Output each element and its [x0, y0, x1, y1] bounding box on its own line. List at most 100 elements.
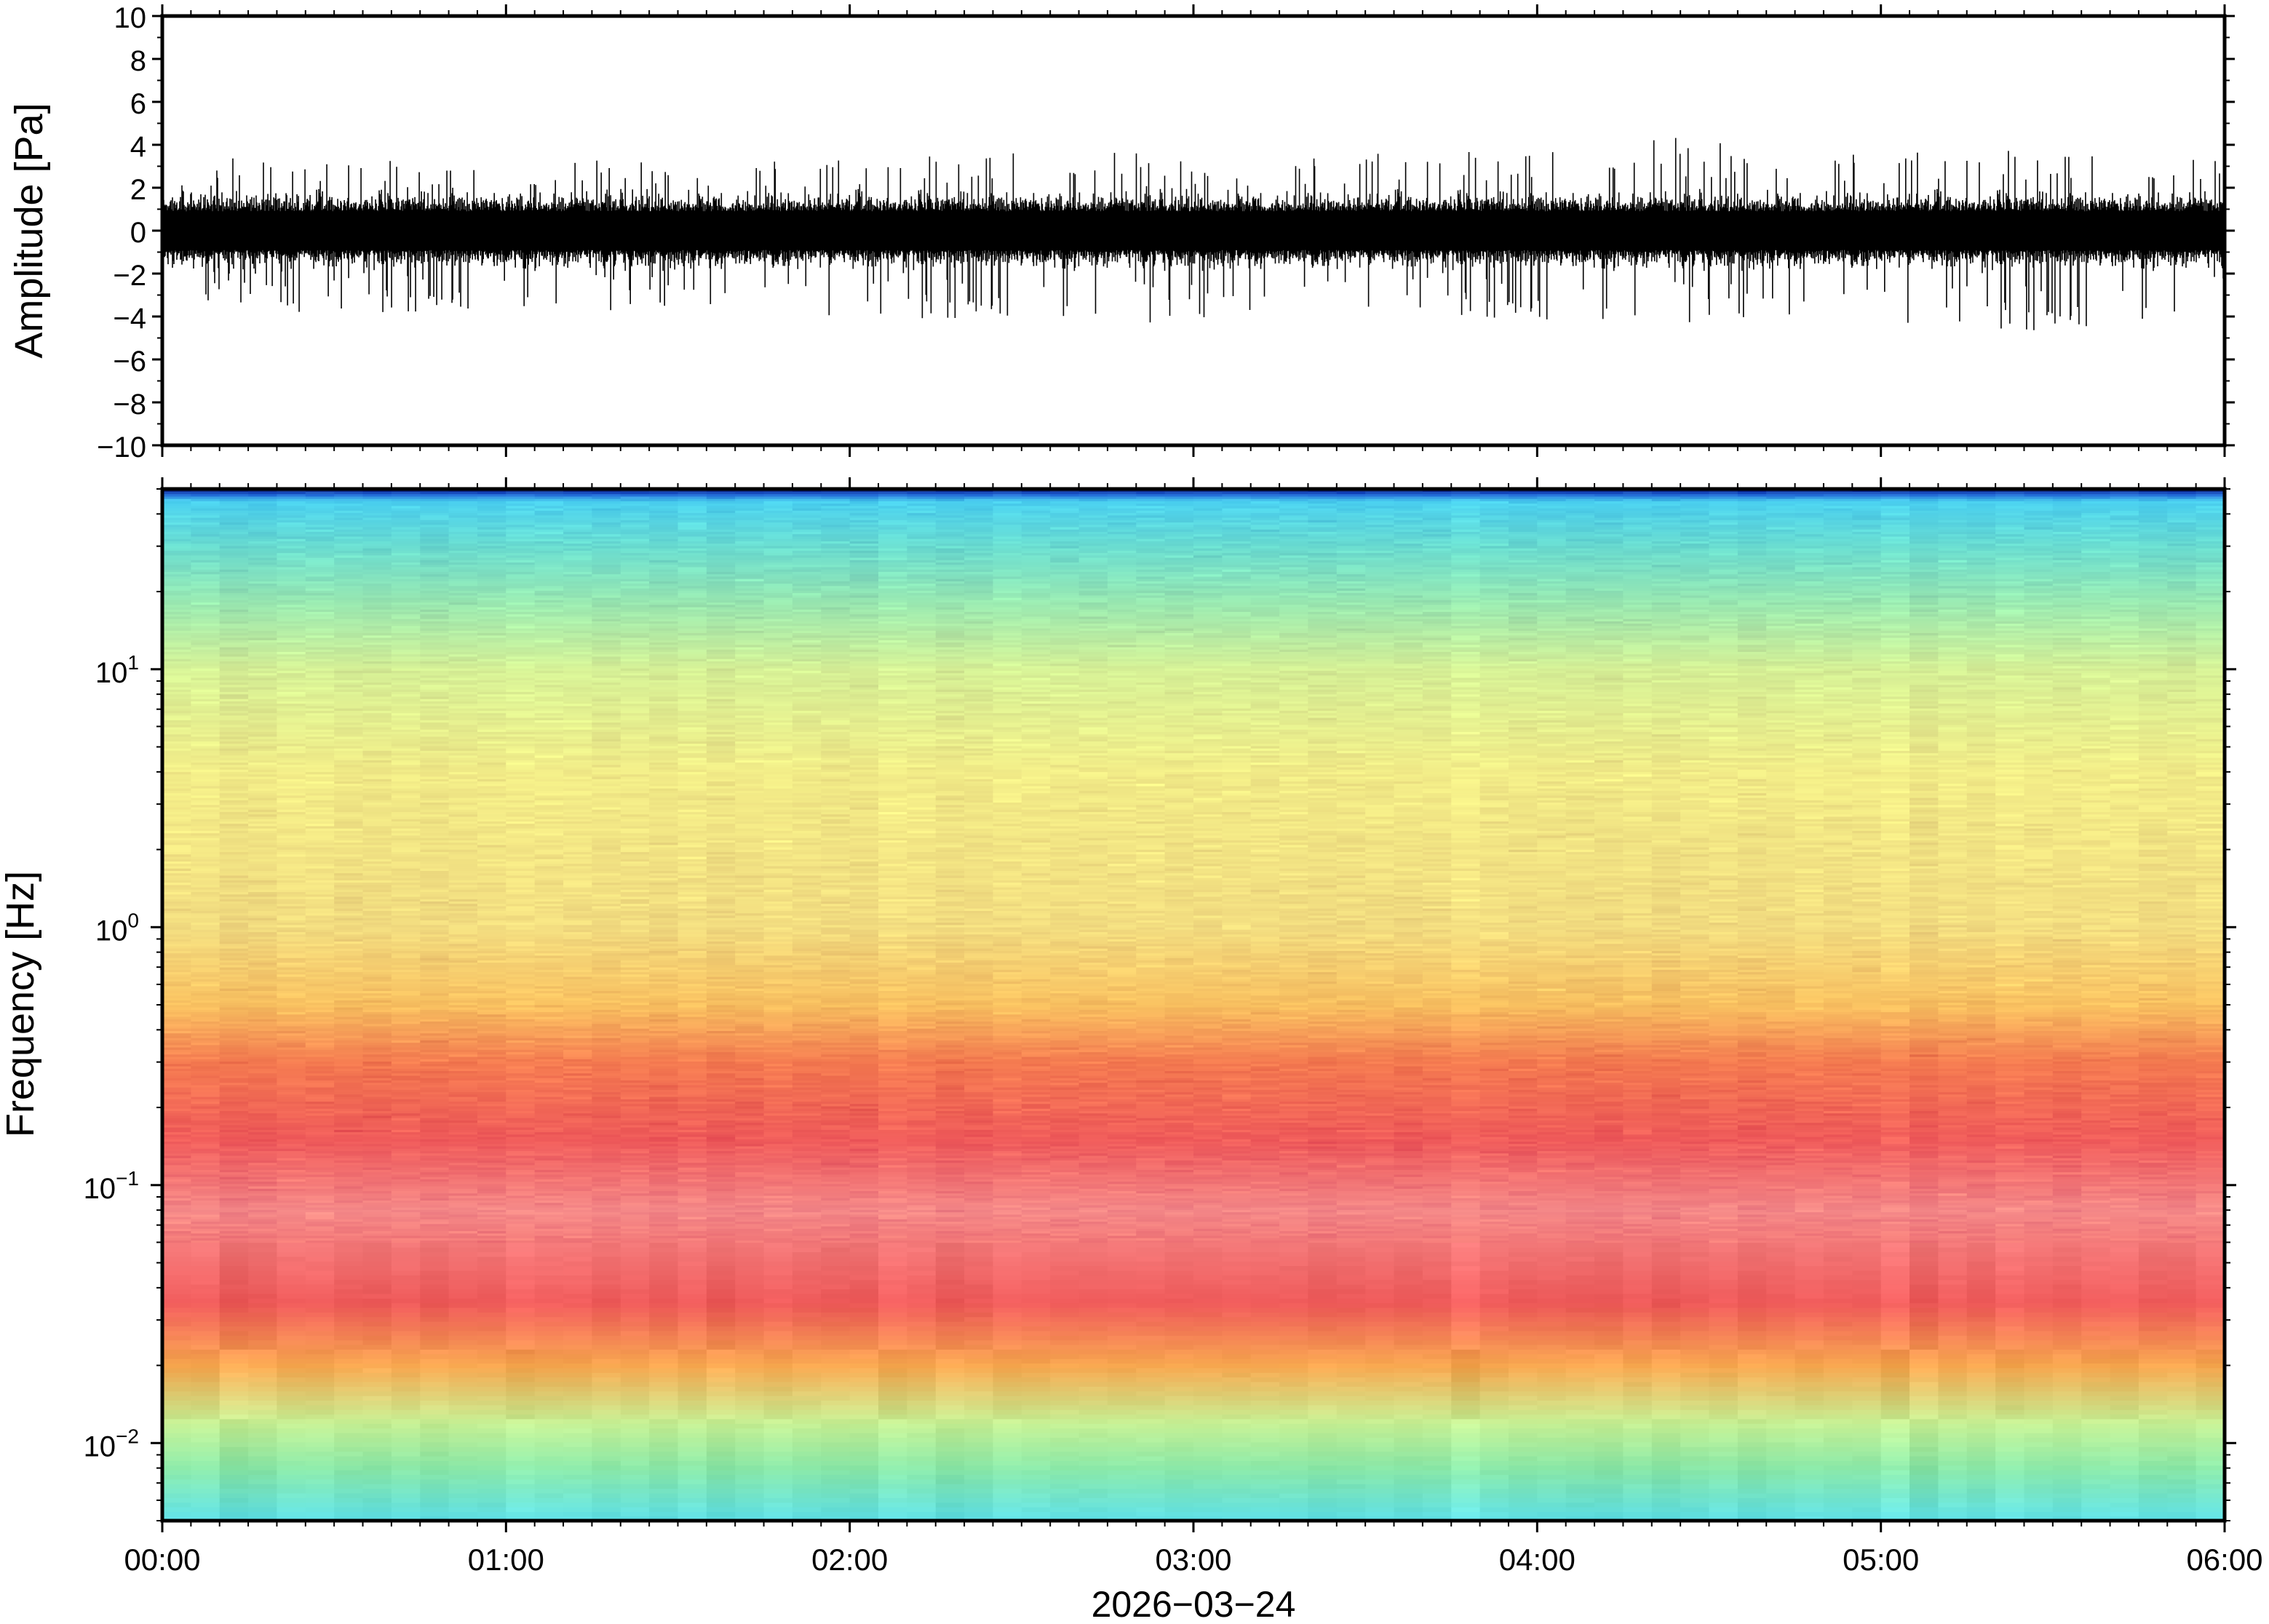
spectrogram-time-column — [1565, 489, 1595, 1521]
spectrogram-time-column — [1308, 489, 1338, 1521]
spectrogram-time-column — [477, 489, 507, 1521]
time-tick-label: 03:00 — [1155, 1543, 1231, 1577]
spectrogram-time-column — [849, 489, 879, 1521]
waveform-y-tick-label: 0 — [130, 217, 146, 249]
spectrogram-time-column — [191, 489, 220, 1521]
spectrogram-time-column — [1050, 489, 1080, 1521]
spectrogram-time-column — [1250, 489, 1280, 1521]
spectrogram-time-column — [1193, 489, 1223, 1521]
spectrogram-time-column — [1823, 489, 1853, 1521]
spectrogram-time-column — [1910, 489, 1939, 1521]
waveform-y-tick-label: −8 — [113, 389, 146, 421]
spectrogram-time-column — [1509, 489, 1538, 1521]
spectrogram-time-column — [677, 489, 707, 1521]
spectrogram-time-column — [506, 489, 536, 1521]
time-tick-label: 04:00 — [1499, 1543, 1575, 1577]
spectrogram-time-column — [277, 489, 306, 1521]
spectrogram-time-column — [1422, 489, 1453, 1521]
spectrogram-time-column — [1479, 489, 1509, 1521]
waveform-panel: 10 8 6 4 2 0 −2 −4 −6 −8 −10 Amplitude [Pa] — [7, 2, 2235, 463]
spectrogram-time-column — [362, 489, 392, 1521]
spectrogram-time-column — [1222, 489, 1252, 1521]
spectrogram-time-column — [1651, 489, 1681, 1521]
spectrogram-time-column — [1737, 489, 1768, 1521]
spectrogram-time-column — [1966, 489, 1996, 1521]
spectrogram-time-column — [907, 489, 937, 1521]
date-axis-title: 2026−03−24 — [1092, 1584, 1296, 1624]
spectrogram-time-column — [334, 489, 364, 1521]
spectrogram-time-column — [2167, 489, 2197, 1521]
waveform-trace — [162, 138, 2225, 330]
spectrogram-image — [162, 489, 2225, 1521]
time-tick-label: 05:00 — [1843, 1543, 1919, 1577]
spectrogram-time-column — [1680, 489, 1710, 1521]
spectrogram-time-column — [1078, 489, 1108, 1521]
spectrogram-time-column — [448, 489, 478, 1521]
spectrogram-time-column — [1623, 489, 1653, 1521]
spectrogram-y-axis-title: Frequency [Hz] — [0, 871, 42, 1137]
spectrogram-y-tick-label: 100 — [95, 909, 139, 947]
time-tick-label: 00:00 — [124, 1543, 200, 1577]
spectrogram-time-column — [1451, 489, 1481, 1521]
waveform-y-tick-label: −2 — [113, 260, 146, 292]
spectrogram-time-column — [219, 489, 249, 1521]
spectrogram-time-column — [1795, 489, 1824, 1521]
spectrogram-time-column — [1365, 489, 1395, 1521]
spectrogram-time-column — [1021, 489, 1051, 1521]
spectrogram-time-column — [162, 489, 192, 1521]
spectrogram-time-column — [2196, 489, 2225, 1521]
waveform-y-tick-label: −6 — [113, 346, 146, 378]
spectrogram-time-column — [649, 489, 679, 1521]
waveform-y-tick-label: 4 — [130, 131, 146, 163]
spectrogram-time-column — [1880, 489, 1910, 1521]
spectrogram-time-column — [763, 489, 793, 1521]
spectrogram-panel: 10−2 10−1 100 101 00:00 01:00 02:00 03:00 04:00 0… — [0, 477, 2263, 1624]
spectrogram-time-column — [248, 489, 278, 1521]
spectrogram-time-column — [1136, 489, 1166, 1521]
waveform-y-tick-label: 8 — [130, 45, 146, 77]
waveform-y-tick-label: 6 — [130, 88, 146, 120]
waveform-line — [162, 138, 2225, 330]
spectrogram-time-column — [305, 489, 335, 1521]
spectrogram-time-column — [2052, 489, 2082, 1521]
spectrogram-time-column — [391, 489, 421, 1521]
spectrogram-time-column — [1279, 489, 1309, 1521]
spectrogram-time-column — [1766, 489, 1796, 1521]
spectrogram-time-column — [878, 489, 908, 1521]
spectrogram-y-tick-label: 101 — [95, 651, 139, 689]
spectrogram-time-column — [1164, 489, 1194, 1521]
spectrogram-time-column — [1995, 489, 2025, 1521]
spectrogram-time-column — [935, 489, 965, 1521]
spectrogram-time-column — [1709, 489, 1738, 1521]
spectrogram-time-column — [534, 489, 564, 1521]
spectrogram-time-column — [2138, 489, 2169, 1521]
spectrogram-y-tick-label: 10−1 — [84, 1167, 139, 1205]
spectrogram-time-column — [2081, 489, 2111, 1521]
spectrogram-time-column — [1537, 489, 1567, 1521]
waveform-y-tick-label: 10 — [114, 2, 147, 34]
spectrogram-time-column — [792, 489, 822, 1521]
time-tick-label: 01:00 — [468, 1543, 544, 1577]
spectrogram-time-column — [1394, 489, 1423, 1521]
spectrogram-time-column — [2024, 489, 2054, 1521]
spectrogram-time-column — [735, 489, 765, 1521]
spectrogram-time-column — [1336, 489, 1366, 1521]
spectrogram-time-column — [420, 489, 450, 1521]
spectrogram-time-column — [964, 489, 994, 1521]
spectrogram-time-column — [592, 489, 621, 1521]
waveform-y-tick-label: −10 — [97, 431, 146, 463]
waveform-y-tick-label: −4 — [113, 303, 146, 335]
spectrogram-time-column — [1594, 489, 1624, 1521]
waveform-y-axis-title: Amplitude [Pa] — [7, 103, 51, 358]
spectrogram-time-column — [821, 489, 851, 1521]
spectrogram-time-column — [1107, 489, 1137, 1521]
spectrogram-time-column — [563, 489, 593, 1521]
spectrogram-time-column — [1938, 489, 1968, 1521]
spectrogram-time-column — [1852, 489, 1882, 1521]
time-tick-label: 06:00 — [2186, 1543, 2262, 1577]
spectrogram-time-column — [620, 489, 650, 1521]
spectrogram-y-tick-label: 10−2 — [84, 1425, 139, 1462]
waveform-y-tick-label: 2 — [130, 174, 146, 206]
spectrogram-time-column — [993, 489, 1022, 1521]
